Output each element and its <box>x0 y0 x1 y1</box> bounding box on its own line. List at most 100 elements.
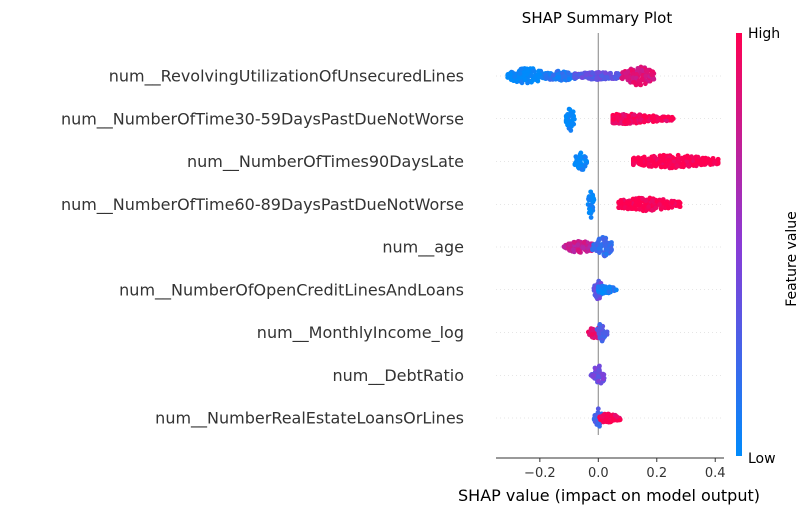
shap-point <box>631 112 637 118</box>
shap-point <box>663 162 669 168</box>
shap-point <box>561 73 567 79</box>
shap-point <box>589 332 595 337</box>
shap-point <box>590 326 596 332</box>
shap-point <box>634 72 639 77</box>
shap-point <box>612 75 618 81</box>
shap-point <box>611 116 616 122</box>
shap-point <box>581 239 587 245</box>
shap-point <box>658 164 664 170</box>
x-axis-title: SHAP value (impact on model output) <box>458 486 760 505</box>
feature-label: num__RevolvingUtilizationOfUnsecuredLine… <box>109 67 464 87</box>
beeswarm-points <box>505 64 721 429</box>
shap-point <box>651 161 657 167</box>
shap-point <box>593 294 599 300</box>
shap-point <box>631 118 637 124</box>
shap-point <box>704 159 709 165</box>
shap-point <box>653 198 659 204</box>
shap-point <box>599 73 604 79</box>
shap-point <box>599 372 605 378</box>
shap-point <box>623 71 629 76</box>
shap-point <box>597 322 603 327</box>
shap-point <box>601 330 607 336</box>
shap-point <box>712 159 718 165</box>
colorbar-high-label: High <box>748 26 780 42</box>
shap-point <box>701 156 706 162</box>
shap-point <box>567 107 573 113</box>
shap-point <box>679 161 685 167</box>
feature-labels: num__RevolvingUtilizationOfUnsecuredLine… <box>61 67 464 429</box>
shap-point <box>531 68 537 74</box>
shap-point <box>604 251 609 257</box>
shap-point <box>575 247 581 253</box>
shap-point <box>597 363 602 369</box>
shap-point <box>639 67 645 73</box>
shap-point <box>658 154 664 160</box>
shap-point <box>617 417 623 423</box>
shap-point <box>571 116 577 122</box>
shap-point <box>570 121 576 126</box>
shap-point <box>642 81 648 87</box>
shap-point <box>675 152 681 158</box>
chart-title: SHAP Summary Plot <box>522 9 673 27</box>
feature-label: num__MonthlyIncome_log <box>257 323 464 343</box>
shap-point <box>669 165 675 171</box>
shap-point <box>614 414 620 419</box>
shap-point <box>595 284 601 290</box>
x-tick-label: −0.2 <box>524 466 556 481</box>
shap-point <box>571 249 577 255</box>
colorbar-title: Feature value <box>784 211 800 307</box>
shap-point <box>579 167 585 172</box>
shap-point <box>596 367 601 373</box>
shap-point <box>604 285 610 291</box>
shap-point <box>670 200 675 206</box>
shap-point <box>573 154 579 159</box>
shap-point <box>522 73 527 79</box>
shap-point <box>609 247 614 253</box>
shap-point <box>685 155 691 161</box>
shap-point <box>708 162 713 167</box>
shap-point <box>543 72 549 78</box>
shap-point <box>594 75 599 81</box>
colorbar-gradient <box>736 33 742 456</box>
shap-point <box>608 419 613 425</box>
shap-point <box>679 156 685 161</box>
shap-point <box>525 80 530 86</box>
shap-point <box>694 158 700 164</box>
shap-point <box>661 114 667 120</box>
shap-point <box>644 68 650 74</box>
shap-point <box>561 244 567 250</box>
shap-point <box>653 205 659 211</box>
shap-point <box>568 111 574 116</box>
shap-point <box>633 206 639 212</box>
shap-point <box>624 118 630 124</box>
shap-point <box>587 206 593 212</box>
shap-point <box>603 70 608 76</box>
shap-point <box>641 119 647 125</box>
shap-point <box>590 194 595 200</box>
shap-point <box>591 245 597 250</box>
shap-point <box>636 78 642 84</box>
shap-point <box>589 70 595 76</box>
shap-point <box>583 158 588 164</box>
shap-point <box>649 207 655 213</box>
shap-point <box>528 72 534 78</box>
shap-point <box>597 250 602 255</box>
shap-point <box>624 74 630 80</box>
shap-point <box>566 70 571 76</box>
shap-point <box>596 70 602 75</box>
shap-point <box>665 114 671 120</box>
shap-point <box>600 376 606 382</box>
shap-point <box>646 204 652 210</box>
shap-point <box>650 198 655 204</box>
shap-point <box>649 72 655 78</box>
shap-point <box>563 119 569 125</box>
shap-point <box>639 162 644 168</box>
shap-point <box>674 163 680 169</box>
feature-label: num__NumberOfTime30-59DaysPastDueNotWors… <box>61 109 464 129</box>
shap-point <box>575 242 581 248</box>
shap-point <box>619 75 625 81</box>
shap-point <box>626 113 632 119</box>
shap-point <box>651 76 657 82</box>
shap-point <box>599 243 604 249</box>
